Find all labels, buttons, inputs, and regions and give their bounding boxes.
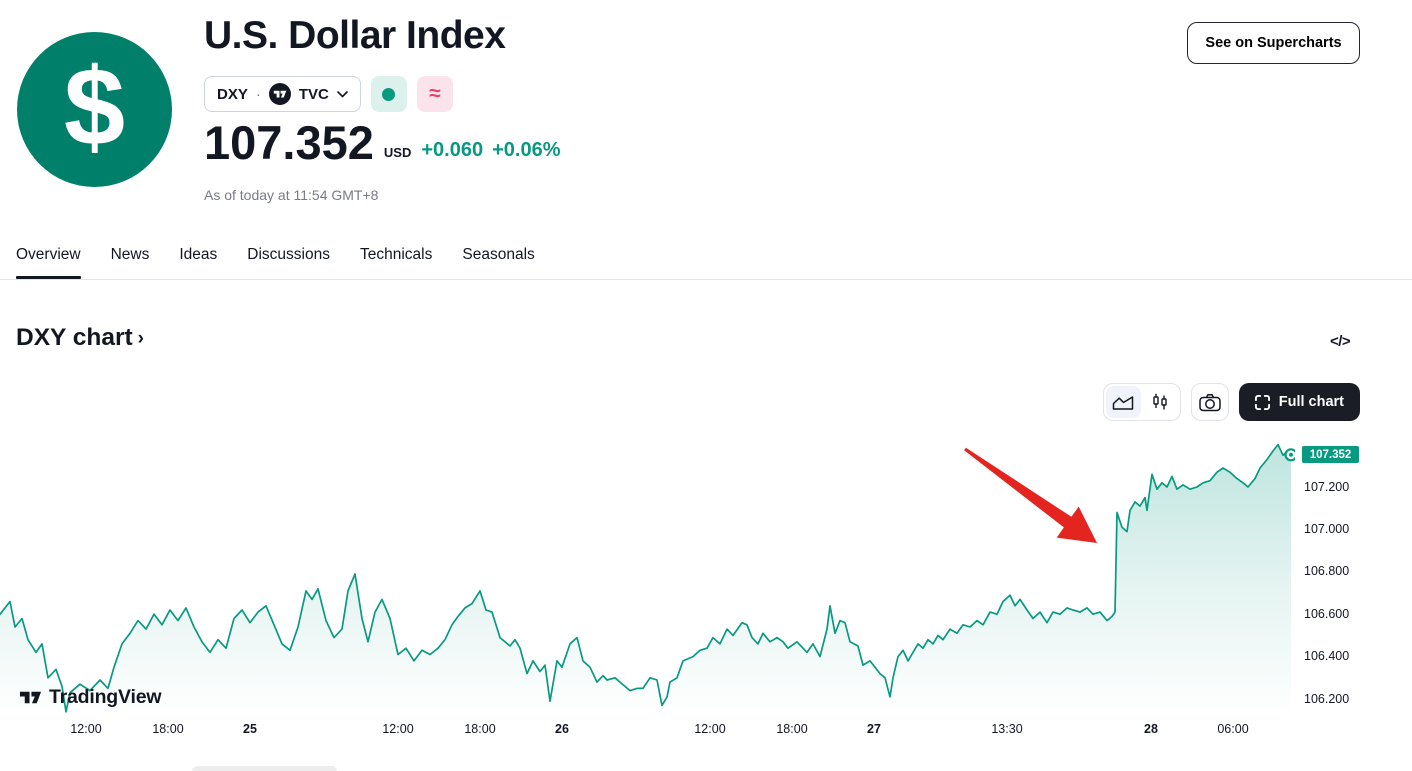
see-on-supercharts-button[interactable]: See on Supercharts — [1187, 22, 1360, 64]
tab-ideas[interactable]: Ideas — [179, 246, 218, 263]
x-axis-label: 13:30 — [991, 722, 1023, 736]
symbol-row: DXY · TVC ≈ — [204, 76, 453, 112]
dxy-chart-heading-label: DXY chart — [16, 324, 133, 351]
price-change: +0.060 +0.06% — [421, 139, 560, 162]
tabs-divider — [0, 279, 1412, 280]
y-axis-label: 106.800 — [1304, 564, 1350, 579]
tab-technicals[interactable]: Technicals — [360, 246, 433, 263]
market-status-badge[interactable] — [370, 76, 407, 112]
tradingview-watermark-label: TradingView — [49, 686, 162, 708]
page-title: U.S. Dollar Index — [204, 14, 506, 57]
change-absolute: +0.060 — [421, 139, 484, 162]
snapshot-button[interactable] — [1190, 383, 1229, 421]
symbol-logo: $ — [17, 32, 172, 187]
market-open-dot-icon — [382, 87, 396, 101]
x-axis-label: 18:00 — [464, 722, 496, 736]
bottom-scroll-handle[interactable] — [192, 766, 337, 771]
exchange-label: TVC — [298, 85, 329, 103]
tab-overview[interactable]: Overview — [16, 246, 81, 279]
dot-separator: · — [255, 85, 261, 103]
chart-toolbar: Full chart — [1102, 383, 1360, 421]
x-axis-label: 06:00 — [1217, 722, 1249, 736]
area-fill — [0, 444, 1291, 715]
x-axis-label: 25 — [243, 722, 257, 736]
price-row: 107.352 USD +0.060 +0.06% — [204, 116, 560, 169]
candlestick-icon — [1151, 393, 1169, 411]
current-price-badge: 107.352 — [1302, 446, 1359, 463]
tab-seasonals[interactable]: Seasonals — [462, 246, 535, 263]
full-chart-label: Full chart — [1278, 394, 1344, 410]
area-chart-type-button[interactable] — [1105, 386, 1141, 418]
y-axis-label: 107.000 — [1304, 521, 1350, 536]
dxy-chart-heading[interactable]: DXY chart › — [16, 324, 144, 352]
x-axis-label: 12:00 — [694, 722, 726, 736]
x-axis-label: 12:00 — [70, 722, 102, 736]
last-price: 107.352 — [204, 116, 374, 169]
currency-label: USD — [383, 145, 412, 161]
red-arrow-annotation — [964, 447, 1097, 543]
x-axis-label: 18:00 — [152, 722, 184, 736]
symbol-selector[interactable]: DXY · TVC — [204, 76, 361, 112]
x-axis-label: 27 — [867, 722, 881, 736]
change-percent: +0.06% — [492, 139, 561, 162]
tradingview-watermark: TradingView — [19, 686, 162, 709]
y-axis-label: 106.600 — [1304, 606, 1350, 621]
tab-news[interactable]: News — [110, 246, 150, 263]
tradingview-circle-icon — [268, 83, 291, 105]
y-axis-label: 106.400 — [1304, 649, 1350, 664]
symbol-ticker: DXY — [217, 85, 248, 103]
x-axis-label: 26 — [555, 722, 569, 736]
area-chart-icon — [1112, 394, 1134, 411]
approx-icon: ≈ — [429, 82, 441, 105]
fullscreen-icon — [1254, 394, 1270, 410]
tradingview-logo-icon — [19, 686, 42, 709]
full-chart-button[interactable]: Full chart — [1238, 383, 1360, 421]
price-line-chart[interactable] — [0, 437, 1298, 715]
chart-type-switch — [1102, 383, 1181, 421]
embed-code-icon[interactable]: </> — [1330, 333, 1351, 350]
candles-chart-type-button[interactable] — [1143, 386, 1178, 418]
camera-icon — [1198, 393, 1221, 412]
price-line — [0, 443, 1292, 713]
dollar-icon: $ — [63, 45, 126, 169]
chevron-down-icon — [337, 90, 348, 98]
tab-bar: Overview News Ideas Discussions Technicals Se… — [16, 246, 535, 279]
chevron-right-icon: › — [137, 328, 144, 349]
x-axis-label: 28 — [1144, 722, 1158, 736]
approx-badge[interactable]: ≈ — [416, 76, 453, 112]
y-axis-label: 107.200 — [1304, 479, 1350, 494]
tab-discussions[interactable]: Discussions — [247, 246, 330, 263]
y-axis-label: 106.200 — [1304, 691, 1350, 706]
x-axis-label: 18:00 — [776, 722, 808, 736]
as-of-timestamp: As of today at 11:54 GMT+8 — [204, 187, 379, 203]
x-axis-label: 12:00 — [382, 722, 414, 736]
